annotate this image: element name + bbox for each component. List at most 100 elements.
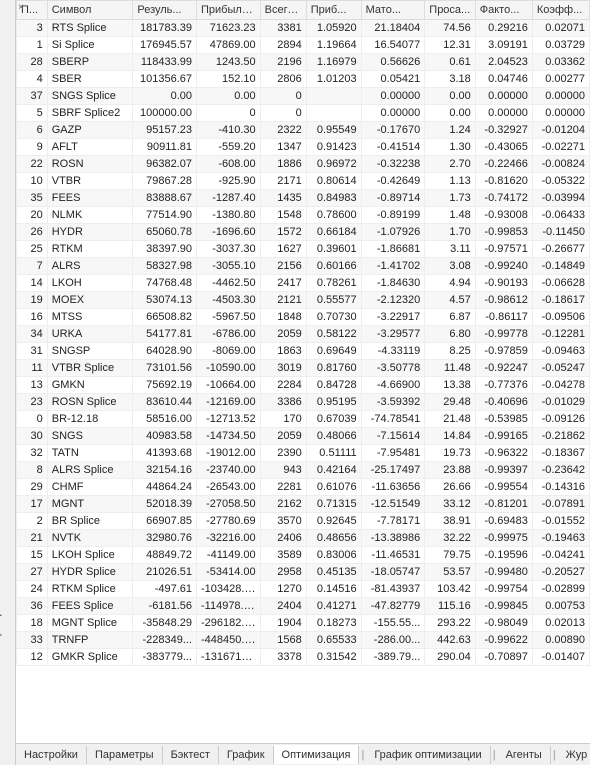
value-cell: -0.01407 xyxy=(532,649,589,666)
table-row[interactable]: 4SBER101356.67152.1028061.012030.054213.… xyxy=(17,71,590,88)
table-row[interactable]: 10VTBR79867.28-925.9021710.80614-0.42649… xyxy=(17,173,590,190)
value-cell: 38397.90 xyxy=(133,241,197,258)
value-cell: -27780.69 xyxy=(197,513,261,530)
value-cell: 0.95195 xyxy=(306,394,361,411)
table-row[interactable]: 5SBRF Splice2100000.00000.000000.000.000… xyxy=(17,105,590,122)
value-cell: -3.29577 xyxy=(361,326,425,343)
column-header[interactable]: Проса... xyxy=(425,1,475,20)
value-cell: -1287.40 xyxy=(197,190,261,207)
value-cell: -23740.00 xyxy=(197,462,261,479)
footer-tabs: НастройкиПараметрыБэктестГрафикОптимизац… xyxy=(16,743,590,765)
table-row[interactable]: 33TRNFP-228349...-448450.0015680.65533-2… xyxy=(17,632,590,649)
tab-separator: | xyxy=(551,749,558,761)
table-row[interactable]: 32TATN41393.68-19012.0023900.51111-7.954… xyxy=(17,445,590,462)
value-cell: 12 xyxy=(17,649,48,666)
value-cell: 3.18 xyxy=(425,71,475,88)
table-row[interactable]: 25RTKM38397.90-3037.3016270.39601-1.8668… xyxy=(17,241,590,258)
table-row[interactable]: 18MGNT Splice-35848.29-296182.0019040.18… xyxy=(17,615,590,632)
column-header[interactable]: Мато... xyxy=(361,1,425,20)
column-header[interactable]: Прибыль▼ xyxy=(197,1,261,20)
value-cell: 33 xyxy=(17,632,48,649)
footer-tab-Оптимизация[interactable]: Оптимизация xyxy=(274,745,360,764)
value-cell: 943 xyxy=(260,462,306,479)
value-cell: -0.19596 xyxy=(475,547,532,564)
table-row[interactable]: 35FEES83888.67-1287.4014350.84983-0.8971… xyxy=(17,190,590,207)
table-row[interactable]: 36FEES Splice-6181.56-114978.0024040.412… xyxy=(17,598,590,615)
value-cell: -0.98612 xyxy=(475,292,532,309)
table-row[interactable]: 6GAZP95157.23-410.3023220.95549-0.176701… xyxy=(17,122,590,139)
value-cell: 181783.39 xyxy=(133,20,197,37)
table-row[interactable]: 12GMKR Splice-383779...-1316712.0033780.… xyxy=(17,649,590,666)
table-row[interactable]: 14LKOH74768.48-4462.5024170.78261-1.8463… xyxy=(17,275,590,292)
value-cell: 115.16 xyxy=(425,598,475,615)
table-row[interactable]: 24RTKM Splice-497.61-103428.0012700.1451… xyxy=(17,581,590,598)
table-row[interactable]: 2BR Splice66907.85-27780.6935700.92645-7… xyxy=(17,513,590,530)
symbol-cell: LKOH Splice xyxy=(47,547,133,564)
value-cell: 29 xyxy=(17,479,48,496)
footer-tab-График оптимизации[interactable]: График оптимизации xyxy=(366,746,490,764)
footer-tab-Параметры[interactable]: Параметры xyxy=(87,746,163,764)
value-cell: -1.41702 xyxy=(361,258,425,275)
table-row[interactable]: 29CHMF44864.24-26543.0022810.61076-11.63… xyxy=(17,479,590,496)
value-cell: -0.09463 xyxy=(532,343,589,360)
column-header[interactable]: Коэфф... xyxy=(532,1,589,20)
value-cell: -12.51549 xyxy=(361,496,425,513)
value-cell: 23.88 xyxy=(425,462,475,479)
table-row[interactable]: 21NVTK32980.76-32216.0024060.48656-13.38… xyxy=(17,530,590,547)
table-row[interactable]: 3RTS Splice181783.3971623.2333811.059202… xyxy=(17,20,590,37)
footer-tab-Бэктест[interactable]: Бэктест xyxy=(163,746,219,764)
value-cell: 0.61 xyxy=(425,54,475,71)
table-row[interactable]: 34URKA54177.81-6786.0020590.58122-3.2957… xyxy=(17,326,590,343)
value-cell: 3381 xyxy=(260,20,306,37)
table-row[interactable]: 26HYDR65060.78-1696.6015720.66184-1.0792… xyxy=(17,224,590,241)
column-header[interactable]: Приб... xyxy=(306,1,361,20)
table-row[interactable]: 31SNGSP64028.90-8069.0018630.69649-4.331… xyxy=(17,343,590,360)
table-row[interactable]: 11VTBR Splice73101.56-10590.0030190.8176… xyxy=(17,360,590,377)
value-cell: -0.06628 xyxy=(532,275,589,292)
table-row[interactable]: 27HYDR Splice21026.51-53414.0029580.4513… xyxy=(17,564,590,581)
symbol-cell: ALRS Splice xyxy=(47,462,133,479)
table-row[interactable]: 13GMKN75692.19-10664.0022840.84728-4.669… xyxy=(17,377,590,394)
value-cell: 3.11 xyxy=(425,241,475,258)
table-row[interactable]: 19MOEX53074.13-4503.3021210.55577-2.1232… xyxy=(17,292,590,309)
symbol-cell: ALRS xyxy=(47,258,133,275)
value-cell: 1.48 xyxy=(425,207,475,224)
footer-tab-Жур[interactable]: Жур xyxy=(558,746,590,764)
value-cell: -3.50778 xyxy=(361,360,425,377)
close-icon[interactable]: × xyxy=(18,2,24,13)
column-header[interactable]: Факто... xyxy=(475,1,532,20)
table-row[interactable]: 17MGNT52018.39-27058.5021620.71315-12.51… xyxy=(17,496,590,513)
value-cell: 2059 xyxy=(260,428,306,445)
table-row[interactable]: 0BR-12.1858516.00-12713.521700.67039-74.… xyxy=(17,411,590,428)
column-header[interactable]: Символ xyxy=(47,1,133,20)
value-cell: -0.14316 xyxy=(532,479,589,496)
table-row[interactable]: 20NLMK77514.90-1380.8015480.78600-0.8919… xyxy=(17,207,590,224)
value-cell: -0.02271 xyxy=(532,139,589,156)
value-cell: 0.92645 xyxy=(306,513,361,530)
value-cell: 79867.28 xyxy=(133,173,197,190)
table-row[interactable]: 16MTSS66508.82-5967.5018480.70730-3.2291… xyxy=(17,309,590,326)
value-cell: 2156 xyxy=(260,258,306,275)
table-row[interactable]: 9AFLT90911.81-559.2013470.91423-0.415141… xyxy=(17,139,590,156)
column-header[interactable]: Всего ... xyxy=(260,1,306,20)
table-row[interactable]: 37SNGS Splice0.000.0000.000000.000.00000… xyxy=(17,88,590,105)
side-tab[interactable]: Тестер стратегий xyxy=(0,0,16,765)
table-row[interactable]: 8ALRS Splice32154.16-23740.009430.42164-… xyxy=(17,462,590,479)
value-cell: 2162 xyxy=(260,496,306,513)
table-row[interactable]: 30SNGS40983.58-14734.5020590.48066-7.156… xyxy=(17,428,590,445)
value-cell: 0.00000 xyxy=(475,88,532,105)
symbol-cell: LKOH xyxy=(47,275,133,292)
table-row[interactable]: 7ALRS58327.98-3055.1021560.60166-1.41702… xyxy=(17,258,590,275)
table-row[interactable]: 22ROSN96382.07-608.0018860.96972-0.32238… xyxy=(17,156,590,173)
value-cell: 152.10 xyxy=(197,71,261,88)
table-row[interactable]: 23ROSN Splice83610.44-12169.0033860.9519… xyxy=(17,394,590,411)
footer-tab-Настройки[interactable]: Настройки xyxy=(16,746,87,764)
column-header[interactable]: Резуль... xyxy=(133,1,197,20)
footer-tab-График[interactable]: График xyxy=(219,746,274,764)
table-row[interactable]: 28SBERP118433.991243.5021961.169790.5662… xyxy=(17,54,590,71)
table-row[interactable]: 15LKOH Splice48849.72-41149.0035890.8300… xyxy=(17,547,590,564)
value-cell: -32216.00 xyxy=(197,530,261,547)
value-cell: 1435 xyxy=(260,190,306,207)
table-row[interactable]: 1Si Splice176945.5747869.0028941.1966416… xyxy=(17,37,590,54)
footer-tab-Агенты[interactable]: Агенты xyxy=(498,746,551,764)
